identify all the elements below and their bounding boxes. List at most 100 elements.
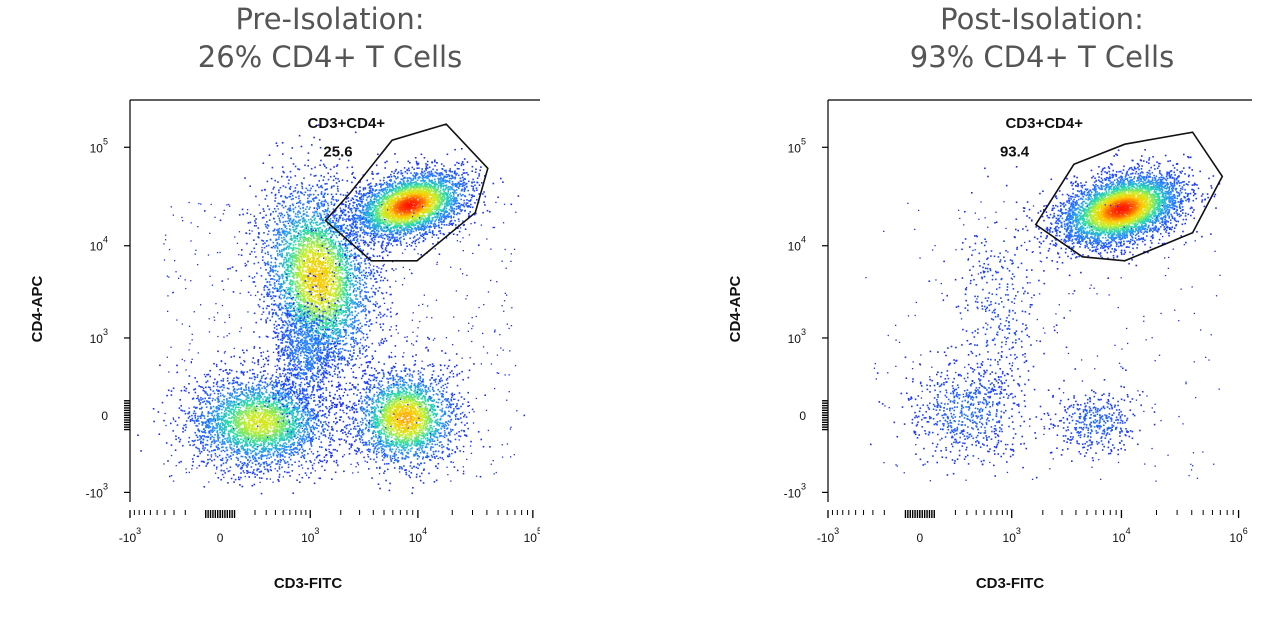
- event-dot: [350, 446, 352, 448]
- event-dot: [283, 416, 286, 419]
- event-dot: [446, 367, 449, 370]
- event-dot: [409, 369, 411, 372]
- event-dot: [280, 421, 282, 423]
- event-dot: [413, 444, 416, 446]
- event-dot: [276, 390, 279, 392]
- event-dot: [464, 434, 466, 436]
- event-dot: [401, 400, 404, 403]
- event-dot: [249, 415, 252, 417]
- event-dot: [240, 445, 242, 448]
- event-dot: [335, 459, 338, 462]
- event-dot: [178, 461, 181, 464]
- event-dot: [256, 376, 259, 378]
- event-dot: [278, 360, 280, 363]
- event-dot: [170, 394, 173, 396]
- event-dot: [243, 371, 245, 373]
- event-dot: [287, 463, 290, 466]
- event-dot: [306, 404, 309, 407]
- event-dot: [276, 456, 279, 458]
- event-dot: [213, 362, 215, 365]
- event-dot: [205, 423, 208, 426]
- event-dot: [216, 429, 219, 432]
- event-dot: [213, 436, 215, 439]
- event-dot: [287, 396, 290, 399]
- event-dot: [309, 385, 311, 387]
- event-dot: [221, 417, 224, 420]
- event-dot: [245, 389, 248, 391]
- event-dot: [195, 407, 197, 409]
- event-dot: [270, 436, 273, 438]
- event-dot: [180, 409, 182, 411]
- event-dot: [304, 411, 307, 413]
- event-dot: [302, 435, 304, 438]
- event-dot: [410, 411, 412, 413]
- event-dot: [451, 370, 453, 372]
- event-dot: [258, 444, 261, 447]
- event-dot: [473, 363, 475, 365]
- event-dot: [231, 431, 234, 434]
- event-dot: [405, 367, 408, 370]
- event-dot: [395, 370, 397, 372]
- event-dot: [258, 394, 260, 396]
- event-dot: [366, 444, 368, 446]
- event-dot: [423, 368, 425, 370]
- event-dot: [256, 374, 259, 376]
- event-dot: [252, 394, 254, 396]
- event-dot: [182, 431, 184, 433]
- event-dot: [289, 423, 291, 425]
- event-dot: [378, 383, 380, 386]
- event-dot: [292, 412, 295, 414]
- event-dot: [225, 407, 227, 409]
- event-dot: [242, 440, 245, 442]
- event-dot: [377, 437, 379, 440]
- event-dot: [392, 402, 394, 405]
- event-dot: [407, 418, 410, 420]
- event-dot: [424, 400, 427, 402]
- event-dot: [232, 421, 235, 424]
- event-dot: [308, 433, 310, 436]
- event-dot: [278, 431, 280, 433]
- event-dot: [310, 414, 313, 417]
- event-dot: [222, 427, 225, 430]
- event-dot: [260, 437, 263, 440]
- event-dot: [230, 369, 233, 372]
- event-dot: [261, 477, 263, 479]
- event-dot: [342, 395, 344, 397]
- event-dot: [356, 425, 359, 427]
- event-dot: [280, 408, 282, 410]
- event-dot: [414, 423, 416, 425]
- event-dot: [433, 425, 435, 428]
- event-dot: [287, 436, 290, 438]
- event-dot: [395, 448, 398, 451]
- event-dot: [393, 399, 396, 401]
- panel-title-post-isolation: Post-Isolation: 93% CD4+ T Cells: [842, 0, 1242, 76]
- event-dot: [235, 416, 238, 418]
- event-dot: [318, 406, 320, 408]
- event-dot: [285, 462, 287, 464]
- event-dot: [321, 465, 323, 468]
- event-dot: [412, 401, 414, 403]
- event-dot: [264, 428, 266, 431]
- event-dot: [233, 430, 236, 432]
- event-dot: [218, 400, 221, 403]
- event-dot: [175, 435, 177, 437]
- event-dot: [253, 396, 255, 398]
- event-dot: [269, 425, 271, 427]
- event-dot: [259, 465, 261, 467]
- event-dot: [387, 428, 389, 431]
- event-dot: [270, 407, 272, 409]
- event-dot: [255, 423, 258, 426]
- event-dot: [313, 400, 316, 402]
- event-dot: [266, 418, 269, 420]
- event-dot: [310, 443, 312, 446]
- event-dot: [312, 414, 314, 417]
- event-dot: [163, 419, 165, 422]
- event-dot: [412, 410, 414, 413]
- event-dot: [220, 464, 223, 467]
- event-dot: [402, 433, 404, 436]
- event-dot: [207, 454, 209, 456]
- event-dot: [325, 449, 328, 452]
- event-dot: [236, 431, 239, 433]
- event-dot: [202, 447, 204, 450]
- event-dot: [364, 417, 366, 420]
